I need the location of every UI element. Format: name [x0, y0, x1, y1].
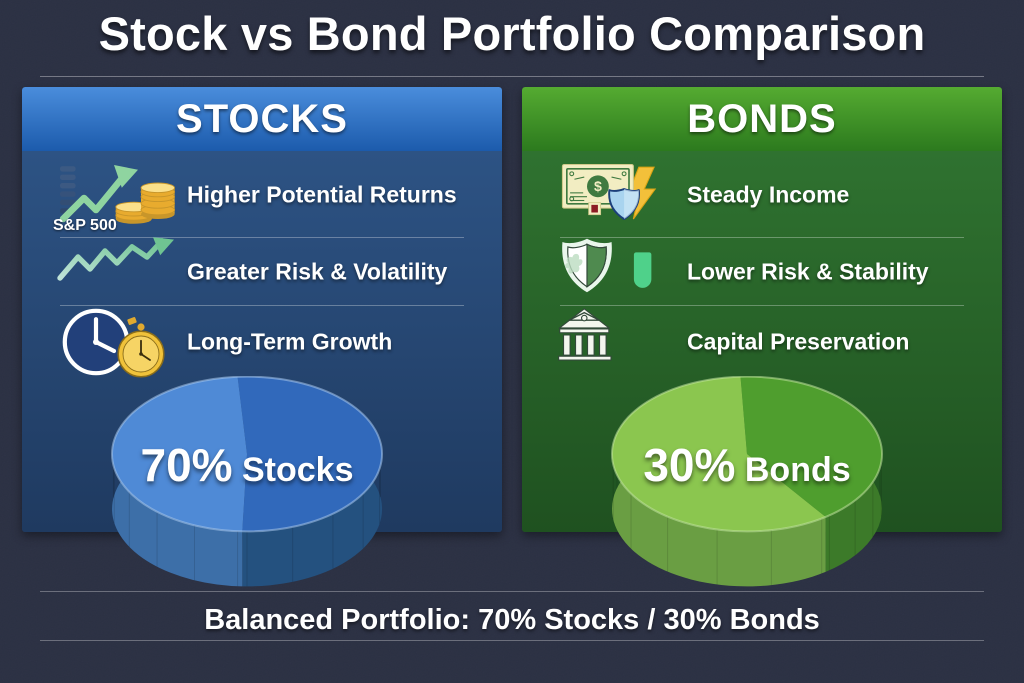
svg-text:$: $: [594, 179, 602, 195]
